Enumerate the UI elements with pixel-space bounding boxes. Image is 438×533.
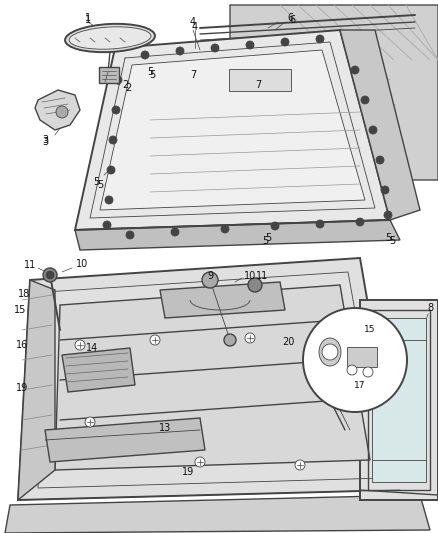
Text: 4: 4 xyxy=(190,17,196,27)
Circle shape xyxy=(141,51,149,59)
Circle shape xyxy=(295,460,305,470)
Ellipse shape xyxy=(69,27,151,49)
Text: 10: 10 xyxy=(76,259,88,269)
Text: 2: 2 xyxy=(125,83,131,93)
Circle shape xyxy=(107,166,115,174)
Circle shape xyxy=(303,308,407,412)
Polygon shape xyxy=(75,220,400,250)
Polygon shape xyxy=(100,50,365,210)
Text: 7: 7 xyxy=(255,80,261,90)
Circle shape xyxy=(43,268,57,282)
FancyBboxPatch shape xyxy=(99,67,119,83)
Circle shape xyxy=(376,156,384,164)
Polygon shape xyxy=(340,30,420,220)
Text: 16: 16 xyxy=(16,340,28,350)
Text: 5: 5 xyxy=(149,70,155,80)
Text: 6: 6 xyxy=(287,13,293,23)
Circle shape xyxy=(202,272,218,288)
Circle shape xyxy=(85,417,95,427)
Circle shape xyxy=(351,66,359,74)
Text: 1: 1 xyxy=(85,15,91,25)
Polygon shape xyxy=(55,285,370,470)
Polygon shape xyxy=(75,30,390,230)
Text: 5: 5 xyxy=(389,236,395,246)
Text: 5: 5 xyxy=(97,180,103,190)
Text: 8: 8 xyxy=(427,303,433,313)
Text: 11: 11 xyxy=(256,271,268,281)
Circle shape xyxy=(56,106,68,118)
Text: 5: 5 xyxy=(147,67,153,77)
Polygon shape xyxy=(5,495,430,533)
Circle shape xyxy=(245,333,255,343)
Circle shape xyxy=(281,38,289,46)
Circle shape xyxy=(248,278,262,292)
Text: 15: 15 xyxy=(364,326,376,335)
Polygon shape xyxy=(45,418,205,462)
Circle shape xyxy=(195,457,205,467)
Circle shape xyxy=(363,367,373,377)
Text: 1: 1 xyxy=(85,13,91,23)
Text: 14: 14 xyxy=(86,343,98,353)
Polygon shape xyxy=(230,5,438,180)
Circle shape xyxy=(114,76,122,84)
Circle shape xyxy=(221,225,229,233)
Text: 3: 3 xyxy=(42,137,48,147)
Text: 7: 7 xyxy=(190,70,196,80)
Circle shape xyxy=(126,231,134,239)
Text: 5: 5 xyxy=(262,236,268,246)
Polygon shape xyxy=(372,318,426,482)
Polygon shape xyxy=(35,90,80,130)
Text: 3: 3 xyxy=(42,135,48,145)
Circle shape xyxy=(112,106,120,114)
Text: 15: 15 xyxy=(14,305,26,315)
Text: 5: 5 xyxy=(265,233,271,243)
Polygon shape xyxy=(62,348,135,392)
Circle shape xyxy=(150,335,160,345)
Circle shape xyxy=(322,344,338,360)
Text: 20: 20 xyxy=(282,337,294,347)
Circle shape xyxy=(211,44,219,52)
Circle shape xyxy=(109,136,117,144)
Circle shape xyxy=(369,126,377,134)
Text: 5: 5 xyxy=(93,177,99,187)
Circle shape xyxy=(325,390,335,400)
Circle shape xyxy=(356,218,364,226)
Circle shape xyxy=(176,47,184,55)
Ellipse shape xyxy=(319,338,341,366)
Text: 9: 9 xyxy=(207,271,213,281)
Text: 17: 17 xyxy=(354,381,366,390)
Polygon shape xyxy=(360,300,438,500)
Circle shape xyxy=(246,41,254,49)
Circle shape xyxy=(361,96,369,104)
Text: 19: 19 xyxy=(182,467,194,477)
Circle shape xyxy=(316,35,324,43)
Polygon shape xyxy=(18,280,55,500)
Polygon shape xyxy=(18,258,400,500)
Circle shape xyxy=(171,228,179,236)
Circle shape xyxy=(224,334,236,346)
Text: 13: 13 xyxy=(159,423,171,433)
Text: 4: 4 xyxy=(192,22,198,32)
Text: 19: 19 xyxy=(16,383,28,393)
FancyBboxPatch shape xyxy=(347,347,377,367)
Circle shape xyxy=(46,271,54,279)
Text: 18: 18 xyxy=(18,289,30,299)
Circle shape xyxy=(75,340,85,350)
Circle shape xyxy=(347,365,357,375)
Circle shape xyxy=(316,220,324,228)
FancyBboxPatch shape xyxy=(229,69,291,91)
Circle shape xyxy=(271,222,279,230)
Text: 10: 10 xyxy=(244,271,256,281)
Circle shape xyxy=(103,221,111,229)
Circle shape xyxy=(384,211,392,219)
Ellipse shape xyxy=(65,24,155,52)
Text: 11: 11 xyxy=(24,260,36,270)
Text: 6: 6 xyxy=(289,15,295,25)
Circle shape xyxy=(105,196,113,204)
Circle shape xyxy=(381,186,389,194)
Text: 5: 5 xyxy=(385,233,391,243)
Text: 2: 2 xyxy=(122,80,128,90)
Polygon shape xyxy=(160,282,285,318)
